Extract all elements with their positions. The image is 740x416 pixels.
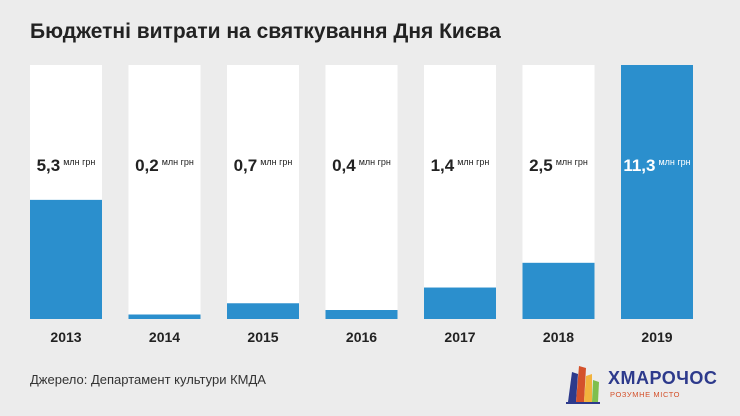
logo-tagline: РОЗУМНЕ МІСТО bbox=[610, 390, 681, 399]
skyscraper-logo-icon bbox=[566, 366, 600, 404]
x-tick-label: 2014 bbox=[149, 329, 180, 345]
x-tick-label: 2018 bbox=[543, 329, 574, 345]
bar bbox=[424, 287, 496, 319]
data-label: 0,2 млн грн bbox=[135, 156, 194, 175]
data-label: 11,3 млн грн bbox=[623, 156, 690, 175]
logo: ХМАРОЧОС РОЗУМНЕ МІСТО bbox=[562, 362, 722, 406]
source-note: Джерело: Департамент культури КМДА bbox=[30, 372, 266, 387]
x-tick-label: 2015 bbox=[247, 329, 278, 345]
data-label: 2,5 млн грн bbox=[529, 156, 588, 175]
chart-title: Бюджетні витрати на святкування Дня Києв… bbox=[30, 20, 501, 43]
x-tick-label: 2013 bbox=[50, 329, 81, 345]
bar-track bbox=[128, 65, 201, 319]
x-tick-label: 2016 bbox=[346, 329, 377, 345]
x-tick-label: 2019 bbox=[641, 329, 672, 345]
x-tick-label: 2017 bbox=[444, 329, 475, 345]
bar-track bbox=[424, 65, 496, 319]
bar-track bbox=[325, 65, 398, 319]
data-label: 5,3 млн грн bbox=[37, 156, 96, 175]
bar bbox=[522, 262, 595, 319]
bar bbox=[621, 65, 693, 319]
data-label: 0,7 млн грн bbox=[234, 156, 293, 175]
bar bbox=[325, 310, 398, 319]
data-label: 1,4 млн грн bbox=[431, 156, 490, 175]
logo-name: ХМАРОЧОС bbox=[608, 368, 718, 388]
bar bbox=[227, 303, 299, 319]
bar-track bbox=[227, 65, 299, 319]
bar bbox=[128, 314, 201, 319]
data-label: 0,4 млн грн bbox=[332, 156, 391, 175]
bar bbox=[30, 199, 102, 319]
